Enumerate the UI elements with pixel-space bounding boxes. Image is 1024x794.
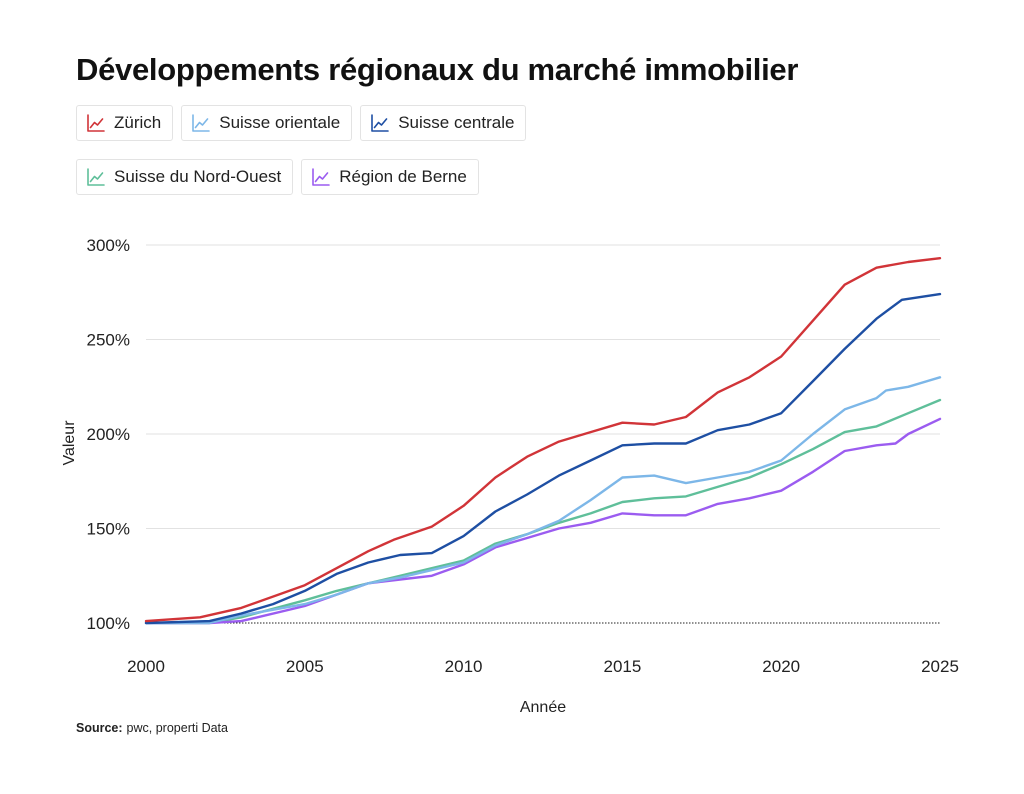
legend-item[interactable]: Suisse orientale [181, 105, 353, 141]
y-tick-label: 150% [87, 520, 130, 539]
legend-label: Suisse centrale [398, 113, 515, 132]
legend-item[interactable]: Suisse centrale [360, 105, 527, 141]
y-tick-label: 200% [87, 425, 130, 444]
legend-item[interactable]: Suisse du Nord-Ouest [76, 159, 294, 195]
series-line-suisse-centrale [144, 292, 942, 625]
x-tick-label: 2015 [603, 657, 641, 676]
series-line-suisse-du-nord-ouest [144, 398, 942, 625]
chart-title: Développements régionaux du marché immob… [76, 52, 799, 87]
source-text: pwc, properti Data [126, 721, 228, 735]
legend-item[interactable]: Zürich [76, 105, 174, 141]
x-tick-label: 2020 [762, 657, 800, 676]
legend-label: Suisse orientale [219, 113, 341, 132]
legend-label: Suisse du Nord-Ouest [114, 167, 282, 186]
x-tick-label: 2025 [921, 657, 959, 676]
legend-item[interactable]: Région de Berne [301, 159, 479, 195]
x-tick-label: 2005 [286, 657, 324, 676]
line-chart-icon [87, 114, 105, 132]
x-axis-title: Année [520, 699, 566, 716]
line-chart-icon [371, 114, 390, 132]
legend: Zürich Suisse orientale Suisse centrale Sui… [76, 105, 556, 213]
x-tick-label: 2000 [127, 657, 165, 676]
legend-label: Région de Berne [339, 167, 467, 186]
y-tick-label: 100% [87, 614, 130, 633]
line-chart-icon [312, 168, 331, 186]
line-chart-icon [192, 114, 211, 132]
series-line-suisse-orientale [144, 376, 942, 625]
x-tick-label: 2010 [445, 657, 483, 676]
series-line-z-rich [144, 257, 942, 623]
y-axis-title: Valeur [61, 420, 78, 466]
legend-label: Zürich [114, 113, 162, 132]
line-chart-icon [87, 168, 105, 186]
source-note: Source: pwc, properti Data [76, 721, 228, 735]
source-label: Source: [76, 721, 123, 735]
y-tick-label: 250% [87, 331, 130, 350]
y-tick-label: 300% [87, 236, 130, 255]
